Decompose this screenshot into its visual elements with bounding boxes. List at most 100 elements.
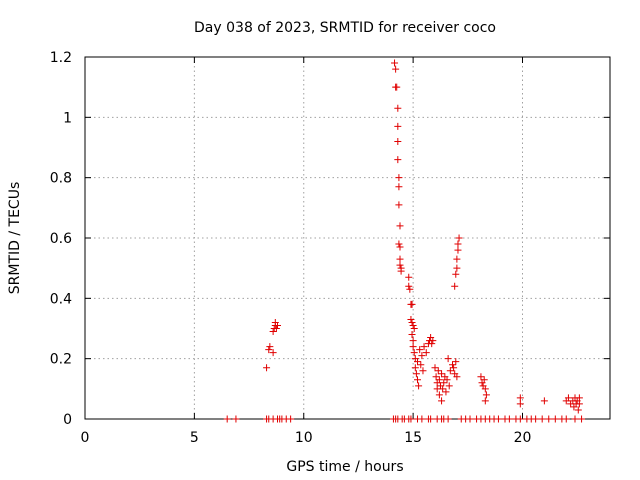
data-point <box>427 415 435 423</box>
data-point <box>434 367 442 375</box>
data-point <box>422 349 430 357</box>
chart-title: Day 038 of 2023, SRMTID for receiver coc… <box>194 20 496 36</box>
data-point <box>564 394 572 402</box>
data-point <box>391 59 399 67</box>
data-point <box>450 364 458 372</box>
data-point <box>435 376 443 384</box>
data-point <box>443 376 451 384</box>
data-point <box>455 234 463 242</box>
data-point <box>397 267 405 275</box>
data-point <box>449 361 456 369</box>
data-point <box>477 373 485 381</box>
data-point <box>407 315 415 323</box>
data-point <box>394 104 402 112</box>
x-tick-label: 5 <box>190 430 199 446</box>
data-point <box>405 273 413 281</box>
data-point <box>481 397 489 405</box>
data-point <box>439 385 447 393</box>
data-point <box>516 400 524 408</box>
x-tick-label: 20 <box>514 430 532 446</box>
data-point <box>396 222 404 230</box>
data-point <box>396 261 404 269</box>
data-point <box>516 415 524 423</box>
data-point <box>407 415 415 423</box>
y-tick-label: 0 <box>63 412 72 428</box>
data-point <box>417 361 425 369</box>
data-point <box>444 355 452 363</box>
data-point <box>395 174 403 182</box>
data-point <box>440 379 448 387</box>
data-point <box>414 376 421 384</box>
grid-lines <box>85 57 610 419</box>
data-point <box>438 370 446 378</box>
data-point <box>435 391 443 399</box>
data-point <box>452 358 460 366</box>
data-point <box>419 367 427 375</box>
x-tick-label: 0 <box>81 430 90 446</box>
data-point <box>412 370 420 378</box>
data-point <box>394 122 402 130</box>
data-point <box>410 349 418 357</box>
data-point <box>532 415 540 423</box>
data-point <box>394 156 402 164</box>
data-point <box>408 300 416 308</box>
x-axis-label: GPS time / hours <box>286 459 403 475</box>
y-axis-label: SRMTID / TECUs <box>7 182 23 295</box>
data-point <box>269 328 277 336</box>
data-point <box>392 65 400 73</box>
data-point <box>574 406 582 414</box>
data-point <box>480 376 488 384</box>
data-point <box>269 349 277 357</box>
data-point <box>540 397 548 405</box>
data-point <box>551 415 559 423</box>
data-point <box>453 373 461 381</box>
data-point <box>395 240 403 248</box>
data-point <box>396 255 404 263</box>
data-point <box>482 391 490 399</box>
y-tick-label: 0.8 <box>50 171 72 187</box>
data-point <box>466 415 474 423</box>
data-point <box>454 240 462 248</box>
data-point <box>418 415 426 423</box>
data-point <box>393 83 401 91</box>
data-point <box>444 415 452 423</box>
data-point <box>481 385 489 393</box>
data-point <box>432 373 440 381</box>
data-point <box>571 415 579 423</box>
y-tick-label: 0.2 <box>50 352 72 368</box>
data-point <box>451 282 459 290</box>
data-point <box>442 388 450 396</box>
data-point <box>538 415 546 423</box>
data-point <box>454 246 462 254</box>
data-point <box>265 346 273 354</box>
data-point <box>263 364 271 372</box>
y-tick-label: 1 <box>63 110 72 126</box>
data-point <box>414 358 421 366</box>
data-point <box>395 183 403 191</box>
x-tick-label: 15 <box>404 430 422 446</box>
data-point <box>428 340 436 348</box>
data-point <box>575 394 583 402</box>
data-point <box>406 285 414 293</box>
data-point <box>562 415 570 423</box>
data-point <box>266 343 274 351</box>
data-point <box>287 415 295 423</box>
data-point <box>575 400 583 408</box>
data-point <box>505 415 513 423</box>
data-point <box>453 264 461 272</box>
data-point <box>223 415 231 423</box>
data-point <box>415 382 423 390</box>
data-point <box>232 415 240 423</box>
data-point <box>420 343 428 351</box>
data-point <box>516 394 524 402</box>
data-point <box>416 346 424 354</box>
y-tick-label: 1.2 <box>50 50 72 66</box>
data-point <box>405 282 413 290</box>
data-point <box>396 243 404 251</box>
data-point <box>409 321 417 329</box>
data-point <box>545 415 553 423</box>
data-point <box>418 352 426 360</box>
data-point <box>453 255 461 263</box>
